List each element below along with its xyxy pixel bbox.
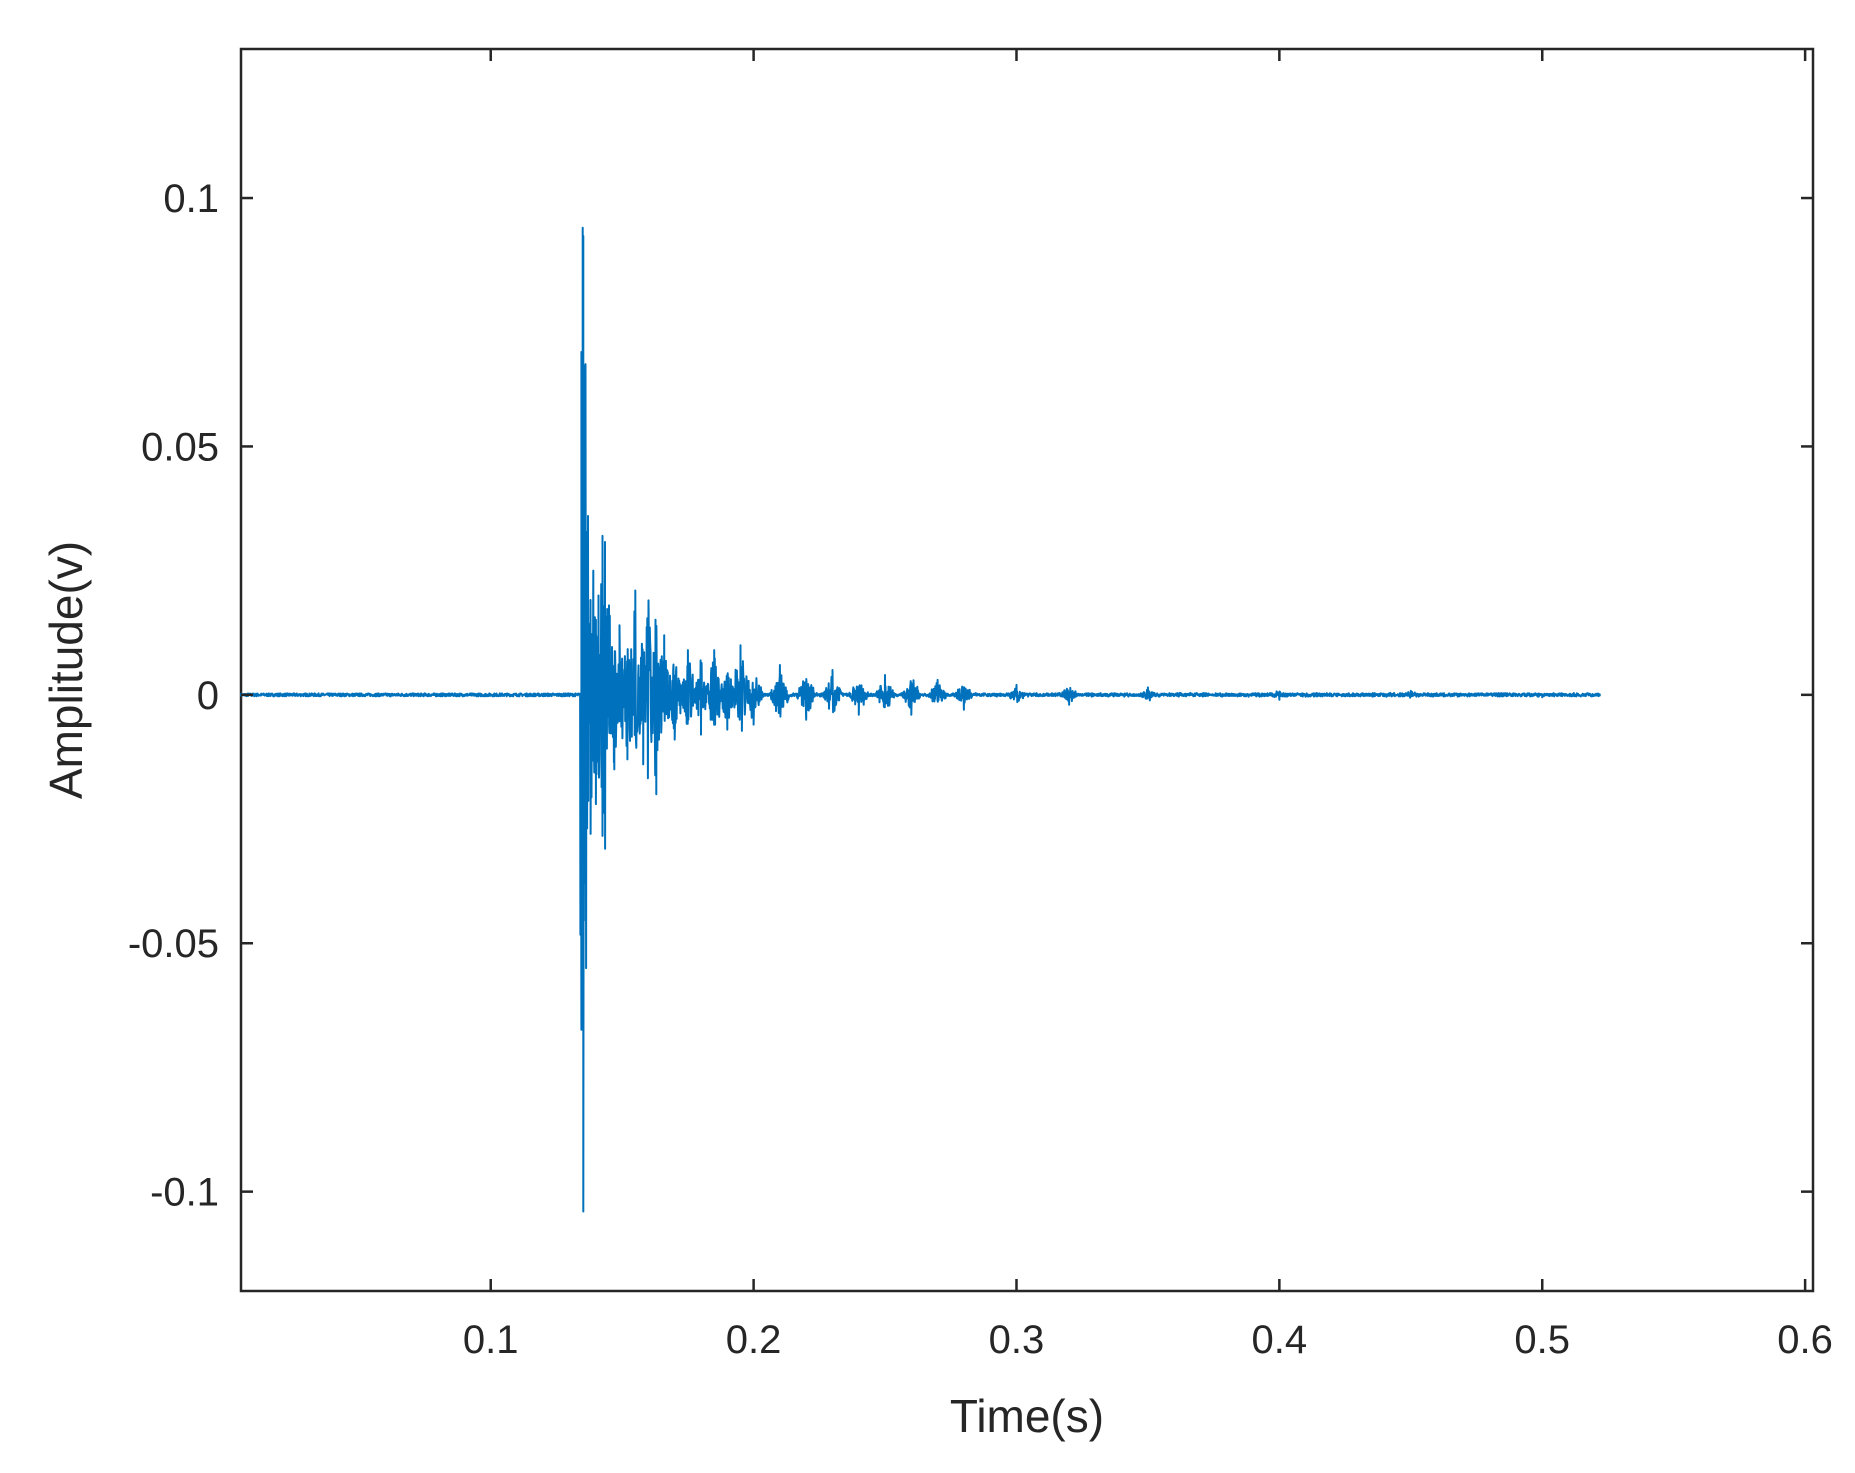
x-tick-label: 0.5 (1514, 1318, 1570, 1362)
x-tick-label: 0.2 (726, 1318, 782, 1362)
y-axis-label: Amplitude(v) (40, 541, 92, 799)
y-tick-label: 0.05 (141, 425, 219, 469)
y-tick-label: 0.1 (163, 177, 219, 221)
plot-area (239, 47, 1815, 1293)
x-tick-label: 0.6 (1777, 1318, 1833, 1362)
y-tick-label: 0 (197, 674, 219, 718)
signal-line (240, 226, 1601, 1213)
x-tick-labels: 0.1 0.2 0.3 0.4 0.5 0.6 (463, 1318, 1833, 1362)
x-tick-label: 0.4 (1252, 1318, 1308, 1362)
x-axis-label: Time(s) (950, 1390, 1104, 1442)
x-tick-label: 0.3 (989, 1318, 1045, 1362)
y-tick-label: -0.05 (128, 922, 219, 966)
x-tick-label: 0.1 (463, 1318, 519, 1362)
y-tick-label: -0.1 (150, 1171, 219, 1215)
axes-box (239, 47, 1815, 1293)
y-tick-labels: -0.1 -0.05 0 0.05 0.1 (128, 177, 219, 1215)
axis-ticks (241, 49, 1813, 1291)
